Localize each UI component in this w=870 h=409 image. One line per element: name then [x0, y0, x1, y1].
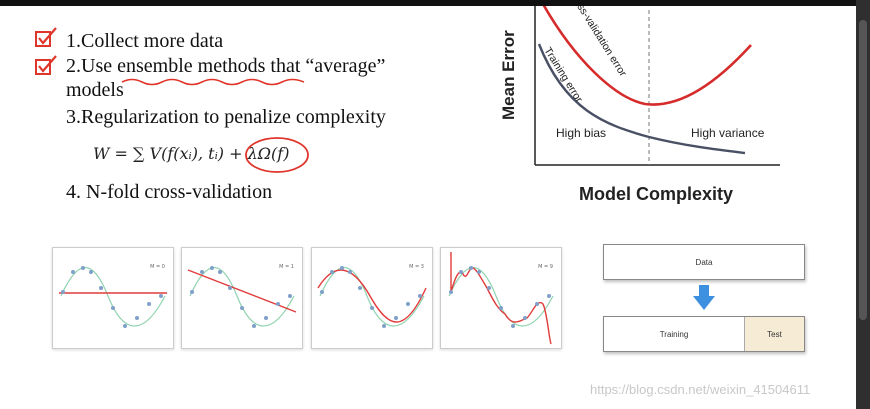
down-arrow-icon [693, 285, 715, 310]
item-regularization: 3.Regularization to penalize complexity [66, 106, 386, 128]
regularization-formula: W = ∑ V(f(xᵢ), tᵢ) + λΩ(f) [93, 144, 290, 163]
train-test-split: Training Test [603, 316, 805, 352]
high-variance-label: High variance [691, 126, 765, 140]
watermark: https://blog.csdn.net/weixin_41504611 [590, 382, 811, 397]
test-segment: Test [744, 317, 804, 351]
high-bias-label: High bias [556, 126, 606, 140]
error-complexity-chart: Mean Error Model Complexity Cross-valida… [499, 0, 780, 204]
scrollbar[interactable] [856, 0, 870, 409]
top-bar [0, 0, 870, 6]
thumbnail-label: M = 9 [538, 264, 553, 270]
x-axis-label: Model Complexity [579, 184, 733, 204]
item-models: models [66, 79, 124, 101]
thumbnail-label: M = 3 [409, 264, 424, 270]
thumbnail-label: M = 1 [279, 264, 294, 270]
y-axis-label: Mean Error [499, 30, 518, 120]
item-collect-more-data: 1.Collect more data [66, 30, 224, 52]
item-ensemble-methods: 2.Use ensemble methods that “average” [66, 55, 386, 77]
cv-error-label: Cross-validation error [565, 0, 629, 79]
cross-validation-error-curve [541, 3, 752, 106]
fit-thumbnail-m3: M = 3 [311, 247, 433, 349]
checkbox-checked-icon [35, 55, 57, 75]
data-box: Data [603, 244, 805, 280]
thumbnail-label: M = 0 [150, 264, 165, 270]
training-error-curve [537, 43, 746, 155]
circle-annotation [245, 137, 309, 173]
checkbox-checked-icon [35, 27, 57, 47]
training-segment: Training [604, 317, 744, 351]
fit-thumbnail-m1: M = 1 [181, 247, 303, 349]
item-cross-validation: 4. N-fold cross-validation [66, 181, 273, 203]
fit-thumbnail-m9: M = 9 [440, 247, 562, 349]
fit-thumbnail-m0: M = 0 [52, 247, 174, 349]
underline-annotation [121, 78, 305, 86]
scrollbar-thumb[interactable] [859, 20, 867, 320]
